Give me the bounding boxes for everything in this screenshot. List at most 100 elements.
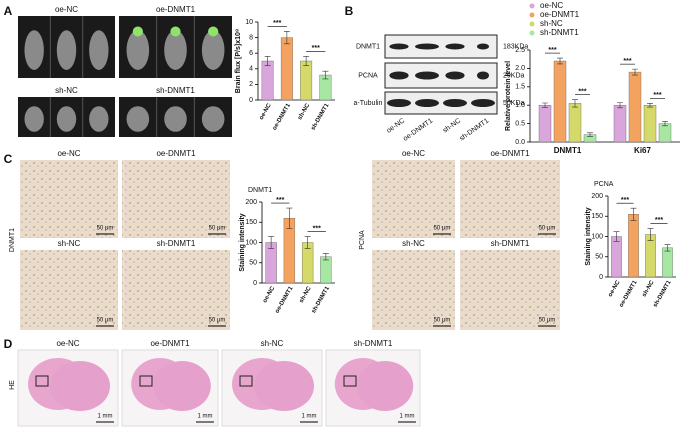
- bar: [643, 104, 657, 143]
- band: [477, 71, 489, 80]
- group-label: sh-NC: [55, 86, 78, 95]
- legend-marker: [529, 3, 535, 9]
- error-bar: [322, 253, 329, 261]
- band: [477, 43, 489, 50]
- y-tick-label: 150: [591, 213, 603, 220]
- x-tick-label: sh-DNMT1: [310, 102, 330, 131]
- chart-title: PCNA: [594, 181, 614, 188]
- signal: [208, 26, 219, 37]
- y-tick-label: 0: [599, 274, 603, 281]
- x-tick-label: sh-NC: [299, 285, 313, 304]
- scale-label: 1 mm: [400, 414, 415, 420]
- group-label: oe-NC: [57, 149, 80, 158]
- x-tick-label: sh-DNMT1: [311, 285, 331, 314]
- x-tick-label: sh-DNMT1: [653, 279, 673, 308]
- y-tick-label: 1.5: [515, 84, 525, 91]
- tissue: [254, 361, 314, 411]
- y-tick-label: 0: [249, 97, 253, 104]
- lane-label: oe-DNMT1: [402, 117, 434, 142]
- group-label: oe-DNMT1: [156, 149, 196, 158]
- bar: [628, 71, 642, 143]
- blot: [384, 34, 498, 59]
- band: [389, 43, 409, 50]
- x-tick-label: sh-NC: [297, 102, 311, 121]
- error-bar: [647, 103, 653, 108]
- y-tick-label: 1.0: [515, 102, 525, 109]
- error-bar: [647, 228, 654, 241]
- bar: [568, 103, 582, 143]
- size-label: 29KDa: [503, 72, 525, 79]
- signal: [132, 26, 143, 37]
- scale-label: 50 μm: [434, 318, 451, 324]
- y-tick-label: 100: [591, 233, 603, 240]
- y-tick-label: 4: [249, 66, 253, 73]
- y-axis-label: Staining intensity: [585, 207, 592, 265]
- error-bar: [542, 102, 548, 108]
- error-bar: [268, 236, 275, 249]
- y-tick-label: 50: [249, 260, 257, 267]
- protein-label: PCNA: [358, 72, 378, 79]
- image: [372, 160, 455, 238]
- stain-label: HE: [9, 380, 16, 390]
- y-axis-label: Relative protein level: [505, 61, 512, 131]
- group-label: oe-NC: [402, 149, 425, 158]
- y-tick-label: 200: [591, 193, 603, 200]
- group-label: sh-DNMT1: [156, 86, 195, 95]
- error-bar: [662, 121, 668, 127]
- x-tick-label: DNMT1: [554, 146, 582, 155]
- group-label: sh-NC: [402, 239, 425, 248]
- panel-letter: B: [345, 4, 354, 18]
- error-bar: [572, 99, 578, 108]
- scale-label: 50 μm: [539, 226, 556, 232]
- significance-label: ***: [655, 217, 663, 224]
- y-tick-label: 100: [245, 239, 257, 246]
- mouse: [89, 30, 109, 70]
- band: [445, 71, 465, 80]
- x-tick-label: oe-DNMT1: [619, 279, 639, 308]
- roi: [139, 375, 153, 387]
- image: [460, 250, 560, 330]
- significance-label: ***: [313, 225, 321, 232]
- x-tick-label: Ki67: [634, 146, 651, 155]
- y-tick-label: 150: [245, 219, 257, 226]
- legend-label: sh-NC: [540, 19, 563, 28]
- mouse: [201, 30, 225, 70]
- mouse: [201, 106, 225, 132]
- group-label: oe-DNMT1: [490, 149, 530, 158]
- x-tick-label: oe-NC: [259, 102, 273, 121]
- blot: [384, 91, 498, 115]
- y-tick-label: 6: [249, 50, 253, 57]
- mouse: [56, 30, 77, 70]
- x-tick-label: oe-DNMT1: [274, 285, 294, 314]
- y-tick-label: 2: [249, 81, 253, 88]
- group-label: oe-NC: [55, 5, 78, 14]
- bar: [662, 247, 673, 278]
- bar: [320, 256, 332, 284]
- error-bar: [664, 244, 671, 252]
- scale-label: 50 μm: [434, 226, 451, 232]
- x-tick-label: oe-NC: [608, 279, 622, 298]
- scale-label: 50 μm: [209, 226, 226, 232]
- chart-title: DNMT1: [248, 187, 272, 194]
- roi: [343, 375, 357, 387]
- bar: [553, 60, 567, 143]
- tissue: [50, 361, 110, 411]
- band: [387, 99, 411, 107]
- error-bar: [303, 56, 310, 66]
- significance-label: ***: [312, 45, 320, 52]
- band: [415, 99, 439, 107]
- lane-label: oe-NC: [386, 117, 407, 134]
- y-tick-label: 2.0: [515, 65, 525, 72]
- error-bar: [587, 132, 593, 137]
- significance-label: ***: [623, 58, 631, 65]
- image: [372, 250, 455, 330]
- image: [122, 250, 230, 330]
- x-tick-label: oe-NC: [262, 285, 276, 304]
- group-label: sh-NC: [261, 339, 284, 348]
- error-bar: [630, 207, 637, 221]
- size-label: 50KDa: [503, 100, 525, 107]
- mouse: [89, 106, 109, 132]
- tissue: [356, 361, 414, 411]
- mouse: [126, 30, 150, 70]
